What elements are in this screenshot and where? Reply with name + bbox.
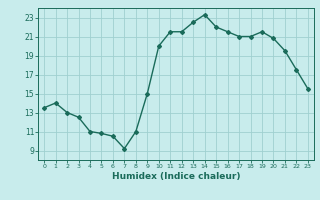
X-axis label: Humidex (Indice chaleur): Humidex (Indice chaleur) [112, 172, 240, 181]
